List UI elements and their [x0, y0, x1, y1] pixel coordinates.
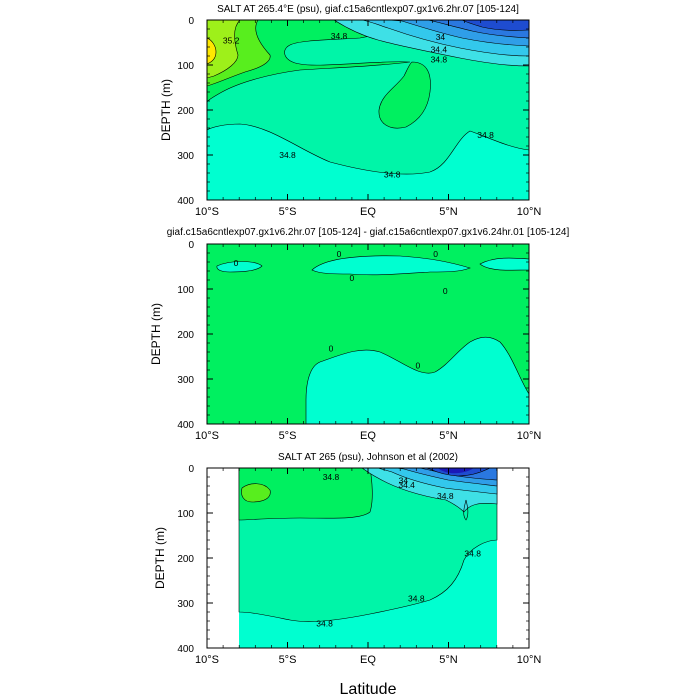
contour-label: 0 — [337, 249, 342, 259]
y-tick-label: 0 — [188, 240, 194, 251]
panel-2-contour-labels: 0 0 0 0 0 0 0 — [234, 249, 448, 371]
panel-1-y-axis-label: DEPTH (m) — [159, 79, 173, 141]
panel-2: 10°S 5°S EQ 5°N 10°N 0 100 200 300 400 0 0 0 0 0 0 0 gi… — [149, 227, 569, 442]
y-tick-label: 100 — [177, 509, 194, 520]
contour-label: 0 — [416, 361, 421, 371]
panel-3-title: SALT AT 265 (psu), Johnson et al (2002) — [278, 452, 458, 463]
contour-label: 0 — [350, 273, 355, 283]
x-tick-label: 10°S — [195, 654, 219, 666]
x-axis-label: Latitude — [340, 681, 397, 698]
panel-2-fill-neg-right — [479, 257, 529, 271]
panel-3-fill-35-0 — [238, 468, 373, 521]
x-tick-label: 10°N — [517, 430, 542, 442]
y-tick-label: 400 — [177, 644, 194, 655]
panel-3-contour-fill — [238, 468, 498, 648]
panel-3-ticks — [206, 467, 530, 649]
contour-label: 34.8 — [384, 169, 401, 179]
panel-1-fill-35-0-pocket — [378, 61, 431, 129]
contour-label: 34.4 — [398, 480, 415, 490]
contour-label: 0 — [329, 343, 334, 353]
panel-1-fill-35-6 — [207, 37, 217, 65]
y-tick-label: 300 — [177, 375, 194, 386]
contour-label: 0 — [443, 286, 448, 296]
panel-2-ticks — [206, 243, 530, 425]
y-tick-label: 0 — [188, 464, 194, 475]
contour-label: 34.8 — [464, 549, 481, 559]
contour-label: 34.8 — [279, 150, 296, 160]
y-tick-label: 300 — [177, 599, 194, 610]
x-tick-label: EQ — [360, 654, 376, 666]
panel-1-ticks — [206, 19, 530, 201]
panel-3-notch-contour — [463, 499, 469, 521]
x-tick-label: 10°N — [517, 654, 542, 666]
y-tick-label: 200 — [177, 554, 194, 565]
contour-label: 34.8 — [331, 31, 348, 41]
panel-1-fill-35-0 — [207, 20, 421, 103]
contour-label: 34.8 — [408, 594, 425, 604]
y-tick-label: 300 — [177, 151, 194, 162]
panel-1-contour-fill — [207, 20, 529, 200]
x-tick-label: 10°N — [517, 206, 542, 218]
contour-label: 34.8 — [477, 130, 494, 140]
panel-2-title: giaf.c15a6cntlexp07.gx1v6.2hr.07 [105-12… — [167, 227, 570, 238]
x-tick-label: EQ — [360, 430, 376, 442]
x-tick-label: 5°N — [439, 206, 458, 218]
x-tick-label: 5°N — [439, 654, 458, 666]
contour-label: 0 — [234, 258, 239, 268]
panel-3-y-axis-label: DEPTH (m) — [153, 527, 167, 589]
contour-label: 34.8 — [323, 472, 340, 482]
contour-label: 35.2 — [223, 35, 240, 45]
contour-label: 34 — [436, 32, 446, 42]
panel-1-tick-labels: 10°S 5°S EQ 5°N 10°N 0 100 200 300 400 — [177, 16, 541, 218]
y-tick-label: 0 — [188, 16, 194, 27]
y-tick-label: 200 — [177, 106, 194, 117]
panel-3-fill-35-2 — [241, 483, 271, 503]
x-tick-label: 5°S — [279, 206, 297, 218]
panel-3: 10°S 5°S EQ 5°N 10°N 0 100 200 300 400 34.8 3434.4… — [153, 452, 541, 666]
panel-2-y-axis-label: DEPTH (m) — [149, 303, 163, 365]
y-tick-label: 400 — [177, 420, 194, 431]
contour-label: 34.8 — [437, 491, 454, 501]
x-tick-label: 5°S — [279, 430, 297, 442]
x-tick-label: 10°S — [195, 206, 219, 218]
panel-2-contour-fill — [207, 244, 529, 424]
panel-3-tick-labels: 10°S 5°S EQ 5°N 10°N 0 100 200 300 400 — [177, 464, 541, 666]
contour-label: 34 — [399, 476, 409, 486]
contour-label: 34.4 — [431, 45, 448, 55]
panel-3-fill-33-6 — [438, 468, 474, 474]
y-tick-label: 100 — [177, 285, 194, 296]
x-tick-label: 5°S — [279, 654, 297, 666]
y-tick-label: 200 — [177, 330, 194, 341]
x-tick-label: EQ — [360, 206, 376, 218]
x-tick-label: 5°N — [439, 430, 458, 442]
contour-label: 34.8 — [316, 618, 333, 628]
y-tick-label: 100 — [177, 61, 194, 72]
panel-1-fill-35-4 — [207, 20, 241, 79]
y-tick-label: 400 — [177, 196, 194, 207]
panel-2-fill-neg-left — [216, 261, 263, 273]
contour-label: 0 — [433, 249, 438, 259]
x-tick-label: 10°S — [195, 430, 219, 442]
panel-2-tick-labels: 10°S 5°S EQ 5°N 10°N 0 100 200 300 400 — [177, 240, 541, 442]
panel-1-fill-33-8 — [461, 20, 529, 31]
panel-2-fill-neg-upper — [311, 255, 471, 276]
panel-2-fill-zero — [207, 244, 529, 424]
panel-1-title: SALT AT 265.4°E (psu), giaf.c15a6cntlexp… — [217, 4, 519, 15]
contour-label: 34.8 — [431, 55, 448, 65]
